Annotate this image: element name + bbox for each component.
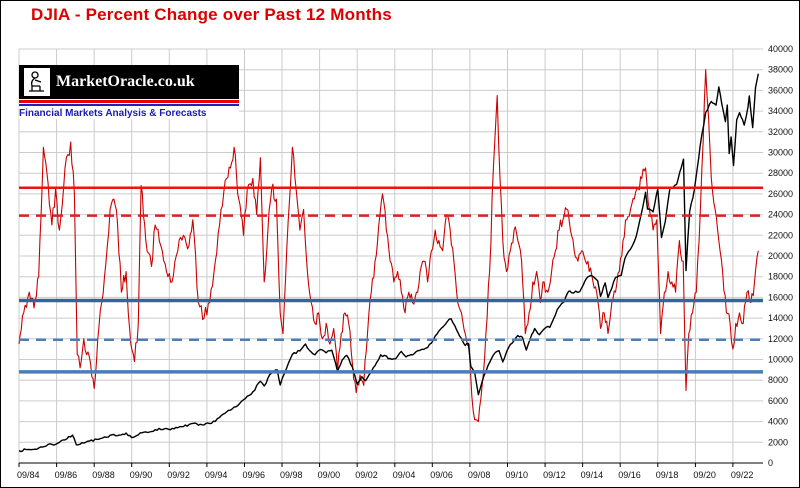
x-tick-label: 09/20 xyxy=(693,470,716,480)
y-tick-label: 38000 xyxy=(768,65,793,75)
x-tick-label: 09/16 xyxy=(618,470,641,480)
x-tick-label: 09/92 xyxy=(167,470,190,480)
y-tick-label: 36000 xyxy=(768,85,793,95)
x-tick-label: 09/86 xyxy=(55,470,78,480)
x-tick-label: 09/02 xyxy=(355,470,378,480)
y-tick-label: 8000 xyxy=(768,375,788,385)
chart-title: DJIA - Percent Change over Past 12 Month… xyxy=(31,5,392,24)
y-tick-label: 26000 xyxy=(768,189,793,199)
y-tick-label: 6000 xyxy=(768,396,788,406)
y-tick-label: 28000 xyxy=(768,168,793,178)
y-tick-label: 40000 xyxy=(768,44,793,54)
y-tick-label: 0 xyxy=(768,458,773,468)
logo-text: MarketOracle.co.uk xyxy=(56,73,195,90)
logo-tagline: Financial Markets Analysis & Forecasts xyxy=(19,108,207,119)
y-tick-label: 2000 xyxy=(768,437,788,447)
x-tick-label: 09/06 xyxy=(430,470,453,480)
series-djia-price xyxy=(18,73,759,453)
x-tick-label: 09/88 xyxy=(92,470,115,480)
series-pct-change-12mo xyxy=(18,69,759,423)
x-tick-label: 09/84 xyxy=(17,470,40,480)
x-tick-label: 09/10 xyxy=(506,470,529,480)
y-axis-labels: 0 2000 4000 6000 8000 10000 12000 14000 16000 180… xyxy=(768,44,793,468)
x-tick-label: 09/04 xyxy=(393,470,416,480)
marketoracle-logo: MarketOracle.co.uk Financial Markets Ana… xyxy=(19,65,239,119)
y-tick-label: 32000 xyxy=(768,127,793,137)
y-tick-label: 14000 xyxy=(768,313,793,323)
x-tick-label: 09/08 xyxy=(468,470,491,480)
x-tick-label: 09/18 xyxy=(656,470,679,480)
gridlines xyxy=(18,48,763,464)
x-tick-label: 09/14 xyxy=(581,470,604,480)
x-tick-label: 09/12 xyxy=(543,470,566,480)
y-tick-label: 18000 xyxy=(768,272,793,282)
x-tick-label: 09/22 xyxy=(731,470,754,480)
x-tick-label: 09/98 xyxy=(280,470,303,480)
x-tick-label: 09/96 xyxy=(243,470,266,480)
y-tick-label: 16000 xyxy=(768,292,793,302)
logo-box: MarketOracle.co.uk xyxy=(19,65,239,99)
y-tick-label: 22000 xyxy=(768,230,793,240)
y-tick-label: 4000 xyxy=(768,417,788,427)
logo-red-stripe xyxy=(19,100,239,103)
x-tick-label: 09/94 xyxy=(205,470,228,480)
logo-blue-stripe xyxy=(19,104,239,106)
oracle-figure-icon xyxy=(24,68,50,96)
x-axis-labels: 09/84 09/86 09/88 09/90 09/92 09/94 09/96 09/98… xyxy=(17,463,753,480)
x-tick-label: 09/00 xyxy=(318,470,341,480)
y-tick-label: 30000 xyxy=(768,148,793,158)
reference-lines xyxy=(19,186,763,374)
y-tick-label: 24000 xyxy=(768,210,793,220)
y-tick-label: 20000 xyxy=(768,251,793,261)
x-tick-label: 09/90 xyxy=(130,470,153,480)
y-tick-label: 34000 xyxy=(768,106,793,116)
y-tick-label: 10000 xyxy=(768,355,793,365)
y-tick-label: 12000 xyxy=(768,334,793,344)
